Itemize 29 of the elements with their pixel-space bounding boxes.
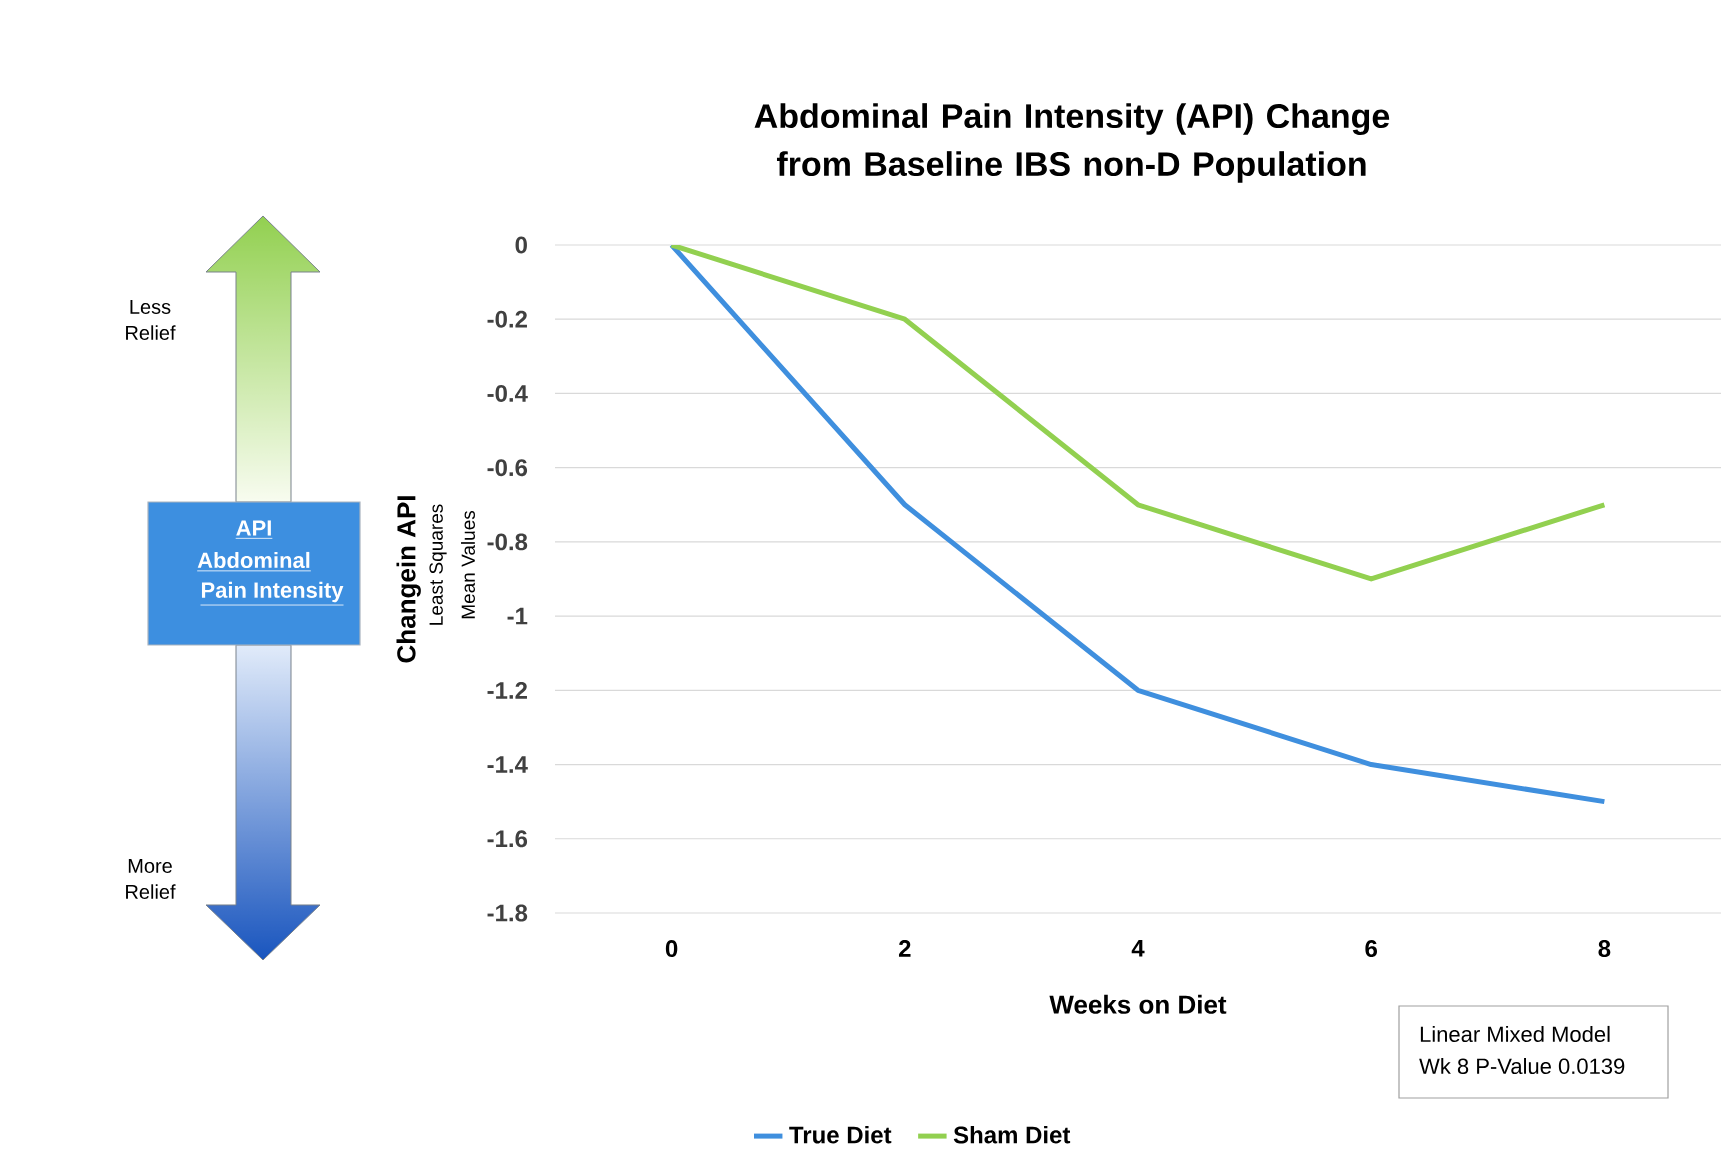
x-tick-label: 2 <box>898 940 911 957</box>
text: More Relief <box>126 859 176 899</box>
y-tick-label: -1.6 <box>487 830 528 848</box>
text: Mean Values <box>461 510 475 619</box>
text: Less Relief <box>126 300 176 340</box>
y-tick-label: -1.4 <box>487 756 528 773</box>
chart-title: Abdominal Pain Intensity (API) Change from Baseline IBS non-D Population <box>754 103 1390 183</box>
legend-label: Sham Diet <box>953 1125 1071 1144</box>
x-tick-label: 8 <box>1598 940 1611 958</box>
y-tick-label: -1 <box>507 607 528 625</box>
text: API <box>236 520 271 536</box>
y-tick-label: -1.8 <box>487 904 528 922</box>
legend-label: True Diet <box>789 1125 892 1144</box>
text: Abdominal <box>197 551 310 569</box>
y-axis-title: Changein API <box>396 496 421 663</box>
y-tick-label: -0.2 <box>487 310 527 328</box>
y-tick-label: -0.8 <box>487 533 528 551</box>
x-tick-label: 4 <box>1131 940 1145 957</box>
y-tick-label: 0 <box>515 236 527 254</box>
text: Least Squares <box>429 504 447 625</box>
text: Wk 8 P-Value 0.0139 <box>1419 1057 1625 1075</box>
x-axis-title: Weeks on Diet <box>1049 994 1227 1014</box>
text: Pain Intensity <box>201 581 344 603</box>
y-tick-label: -0.6 <box>487 459 528 477</box>
text: Linear Mixed Model <box>1420 1025 1610 1043</box>
x-tick-label: 0 <box>665 940 678 958</box>
y-tick-label: -0.4 <box>487 384 528 402</box>
y-tick-label: -1.2 <box>487 681 527 699</box>
x-tick-label: 6 <box>1365 940 1377 958</box>
